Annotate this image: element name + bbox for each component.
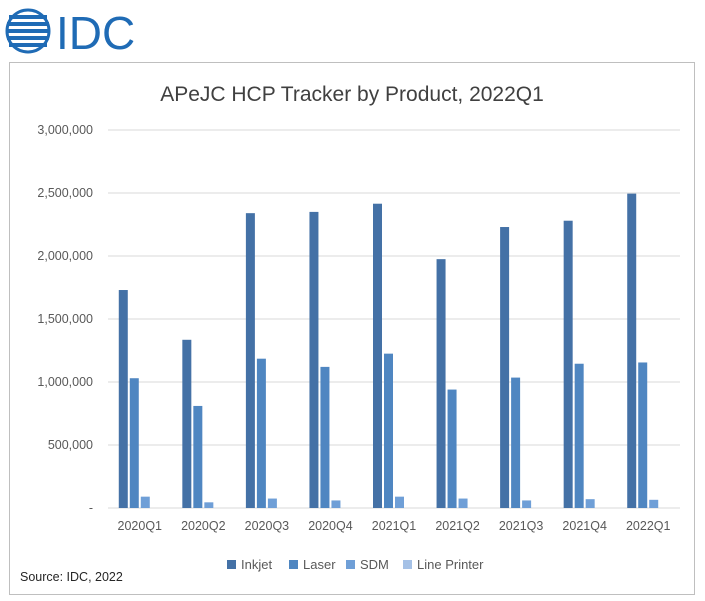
- legend-item-sdm: SDM: [346, 557, 389, 572]
- bar-sdm-2020Q4: [331, 500, 341, 508]
- bar-sdm-2020Q2: [204, 502, 214, 508]
- bar-sdm-2021Q1: [395, 496, 404, 508]
- bar-inkjet-2020Q4: [309, 211, 319, 508]
- legend: Inkjet Laser SDM Line Printer: [227, 557, 484, 572]
- y-tick-label: 1,500,000: [37, 312, 93, 326]
- legend-label: SDM: [360, 557, 389, 572]
- x-tick-label: 2022Q1: [626, 519, 671, 533]
- bar-inkjet-2021Q4: [563, 220, 573, 508]
- x-axis-ticks: 2020Q1 2020Q2 2020Q3 2020Q4 2021Q1 2021Q2 2021…: [118, 519, 671, 533]
- bar-inkjet-2020Q2: [182, 339, 192, 508]
- bar-inkjet-2021Q2: [436, 259, 446, 508]
- bar-sdm-2022Q1: [649, 499, 659, 508]
- gridlines: [108, 129, 680, 509]
- x-tick-label: 2020Q1: [118, 519, 163, 533]
- x-tick-label: 2021Q2: [435, 519, 480, 533]
- bar-laser-2020Q3: [256, 358, 266, 508]
- bar-laser-2022Q1: [638, 362, 648, 508]
- bar-sdm-2021Q2: [458, 498, 468, 508]
- bar-laser-2021Q3: [511, 377, 521, 508]
- bar-laser-2020Q1: [129, 378, 139, 508]
- x-tick-label: 2020Q2: [181, 519, 226, 533]
- x-tick-label: 2021Q1: [372, 519, 417, 533]
- bar-sdm-2020Q3: [267, 498, 277, 508]
- x-tick-label: 2021Q4: [562, 519, 607, 533]
- chart-frame: [9, 62, 695, 595]
- legend-swatch: [346, 560, 355, 569]
- chart-title: APeJC HCP Tracker by Product, 2022Q1: [160, 83, 544, 106]
- y-axis-ticks: - 500,000 1,000,000 1,500,000 2,000,000 2,500…: [37, 123, 93, 515]
- y-tick-label: 3,000,000: [37, 123, 93, 137]
- legend-label: Laser: [303, 557, 336, 572]
- bar-inkjet-2021Q1: [373, 203, 382, 508]
- y-tick-label: 500,000: [48, 438, 93, 452]
- bar-inkjet-2021Q3: [500, 227, 510, 508]
- bar-inkjet-2020Q1: [118, 290, 128, 508]
- bar-inkjet-2022Q1: [627, 193, 637, 508]
- x-tick-label: 2020Q4: [308, 519, 353, 533]
- bar-laser-2021Q1: [384, 353, 393, 508]
- bar-laser-2020Q2: [193, 405, 203, 508]
- legend-item-inkjet: Inkjet: [227, 557, 272, 572]
- bar-laser-2020Q4: [320, 366, 330, 508]
- logo-text: IDC: [56, 7, 135, 56]
- x-tick-label: 2021Q3: [499, 519, 544, 533]
- bar-sdm-2021Q3: [522, 500, 532, 508]
- source-note: Source: IDC, 2022: [20, 570, 123, 584]
- legend-swatch: [403, 560, 412, 569]
- y-tick-label: -: [89, 501, 93, 515]
- bar-laser-2021Q2: [447, 389, 457, 508]
- bar-sdm-2021Q4: [585, 499, 595, 508]
- idc-globe-icon: [5, 8, 51, 54]
- legend-item-laser: Laser: [289, 557, 336, 572]
- idc-logo: IDC: [5, 7, 135, 56]
- legend-label: Line Printer: [417, 557, 484, 572]
- legend-item-line-printer: Line Printer: [403, 557, 484, 572]
- bar-laser-2021Q4: [574, 363, 584, 508]
- bars: [118, 193, 659, 508]
- x-tick-label: 2020Q3: [245, 519, 290, 533]
- legend-swatch: [227, 560, 236, 569]
- legend-label: Inkjet: [241, 557, 272, 572]
- bar-sdm-2020Q1: [140, 496, 150, 508]
- legend-swatch: [289, 560, 298, 569]
- y-tick-label: 1,000,000: [37, 375, 93, 389]
- bar-inkjet-2020Q3: [245, 213, 255, 508]
- y-tick-label: 2,000,000: [37, 249, 93, 263]
- y-tick-label: 2,500,000: [37, 186, 93, 200]
